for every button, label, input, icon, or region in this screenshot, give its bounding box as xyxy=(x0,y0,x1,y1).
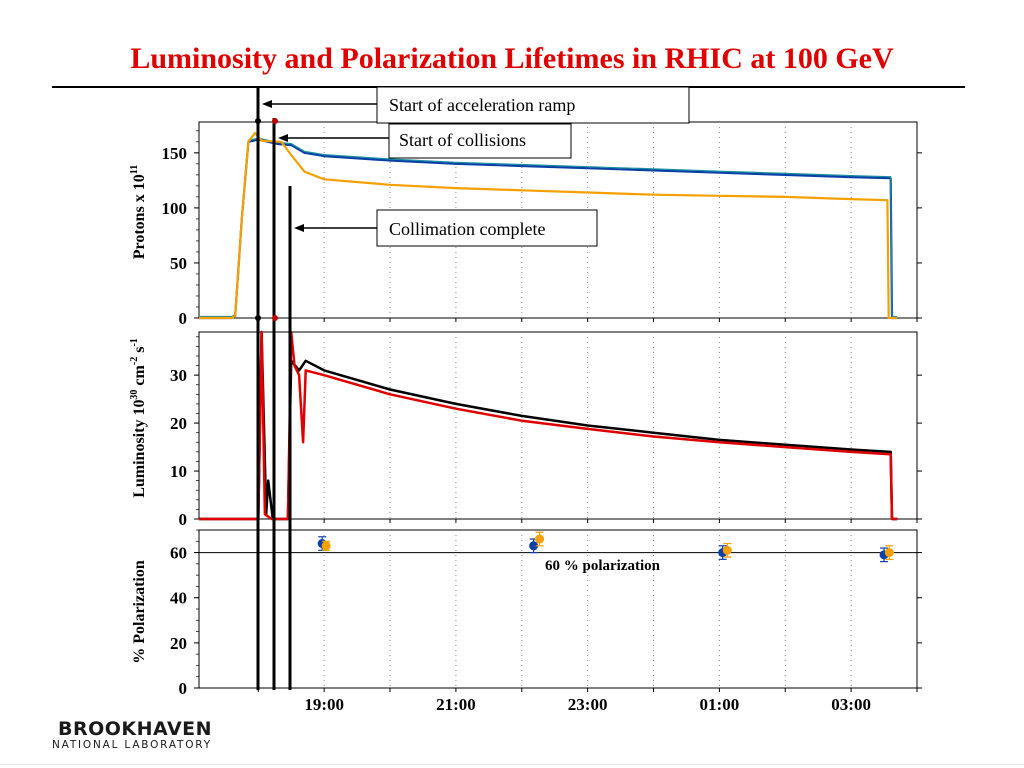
y-tick-label: 150 xyxy=(162,144,188,163)
y-tick-label: 0 xyxy=(179,510,188,529)
protons-axis-label: Protons x 1011 xyxy=(129,165,148,260)
logo-sub-text: NATIONAL LABORATORY xyxy=(52,739,212,751)
luminosity-axis-label-sup1: 30 xyxy=(129,390,140,400)
data-point-blue xyxy=(529,541,539,551)
data-point-yellow xyxy=(884,548,894,558)
luminosity-axis-label-mid2: s xyxy=(131,347,148,357)
grid-layer xyxy=(257,122,852,688)
luminosity-axis-label: Luminosity 1030 cm-2 s-1 xyxy=(129,338,148,498)
collisions-marker-dot xyxy=(272,118,278,124)
luminosity-axis-label-sup2: -2 xyxy=(129,357,140,365)
x-tick-label: 03:00 xyxy=(831,695,871,714)
x-tick-label: 19:00 xyxy=(304,695,344,714)
collimation-annotation-text: Collimation complete xyxy=(389,219,545,239)
series-layer xyxy=(199,131,917,563)
polarization-axis-label: % Polarization xyxy=(131,560,148,664)
luminosity-axis-label-mid: cm xyxy=(131,364,148,389)
y-tick-label: 60 xyxy=(170,544,187,563)
y-tick-label: 20 xyxy=(170,414,187,433)
protons-axis-label-sup: 11 xyxy=(129,165,140,174)
polarization-panel-frame xyxy=(198,529,918,689)
data-point-yellow xyxy=(722,545,732,555)
y-tick-label: 40 xyxy=(170,589,187,608)
collimation-arrowhead xyxy=(294,224,304,232)
ramp-arrowhead xyxy=(262,100,272,108)
y-tick-label: 100 xyxy=(162,199,188,218)
protons-axis-label-main: Protons x 10 xyxy=(131,174,148,259)
x-tick-label: 01:00 xyxy=(700,695,740,714)
axis-layer: 0 50 100 150 0 10 20 30 0 20 40 60 19:00 21:00 23:00 01… xyxy=(162,130,922,714)
ramp-annotation-text: Start of acceleration ramp xyxy=(389,95,575,115)
data-point-yellow xyxy=(321,541,331,551)
ramp-annotation-box xyxy=(376,86,690,124)
series-line-black xyxy=(199,330,898,521)
luminosity-panel-frame xyxy=(198,331,918,520)
ramp-marker-dot-2 xyxy=(255,315,261,321)
page-title: Luminosity and Polarization Lifetimes in… xyxy=(130,42,894,75)
y-tick-label: 0 xyxy=(179,309,188,328)
brookhaven-logo: BROOKHAVEN NATIONAL LABORATORY xyxy=(52,718,232,754)
footer-divider xyxy=(0,764,1024,765)
data-point-yellow xyxy=(535,534,545,544)
y-tick-label: 20 xyxy=(170,634,187,653)
collisions-arrowhead xyxy=(278,134,288,142)
y-tick-label: 0 xyxy=(179,679,188,698)
y-tick-label: 10 xyxy=(170,462,187,481)
collisions-marker-dot-2 xyxy=(272,315,278,321)
ramp-marker-dot xyxy=(255,118,261,124)
logo-main-text: BROOKHAVEN xyxy=(58,718,213,740)
collisions-annotation-box xyxy=(388,123,572,159)
reference-line-label: 60 % polarization xyxy=(545,558,661,574)
luminosity-axis-label-sup3: -1 xyxy=(129,338,140,346)
y-tick-label: 50 xyxy=(170,254,187,273)
y-tick-label: 30 xyxy=(170,366,187,385)
luminosity-axis-label-main: Luminosity 10 xyxy=(131,400,148,498)
series-line-yellow xyxy=(199,131,898,320)
collisions-annotation-text: Start of collisions xyxy=(399,130,526,150)
x-tick-label: 23:00 xyxy=(568,695,608,714)
x-tick-label: 21:00 xyxy=(436,695,476,714)
collimation-annotation-box xyxy=(376,209,598,247)
series-line-red xyxy=(199,330,898,521)
